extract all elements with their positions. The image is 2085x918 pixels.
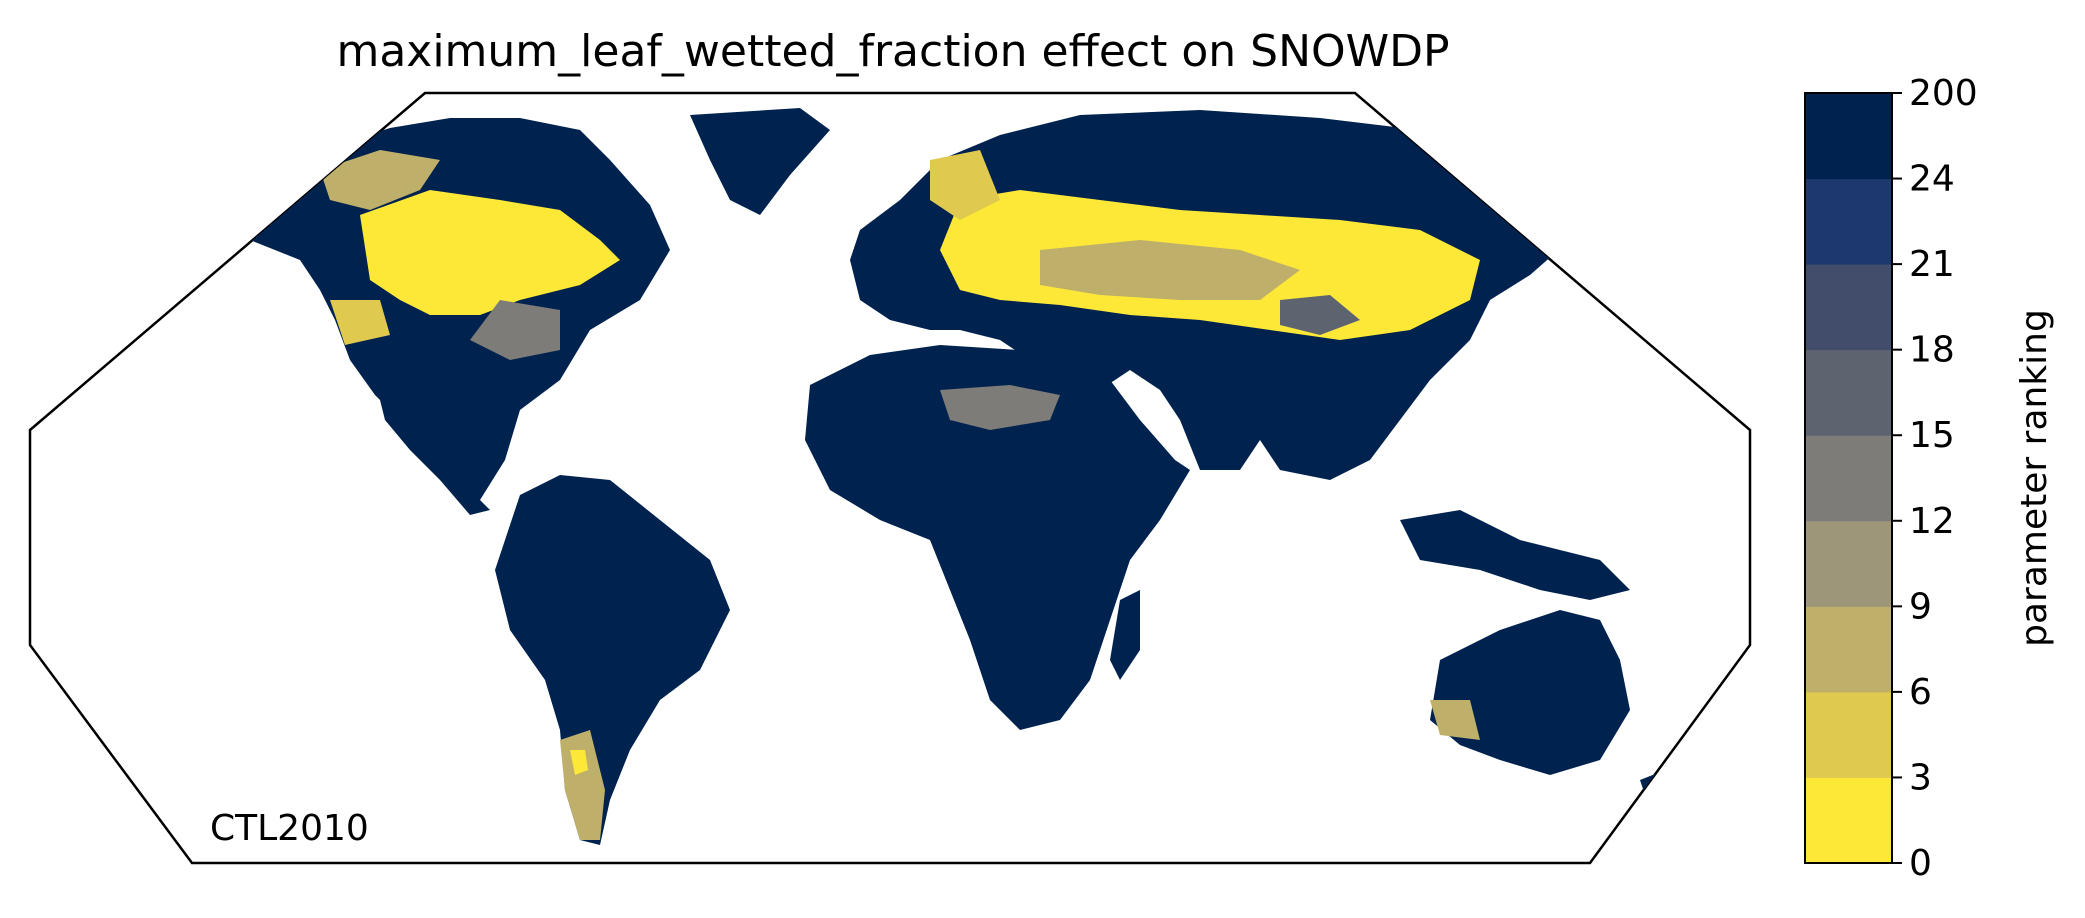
land-eurasia-grey — [1280, 295, 1360, 335]
colorbar-bin — [1805, 606, 1892, 693]
colorbar-ticks: 0 3 6 9 12 15 18 21 24 200 — [1892, 73, 1978, 884]
land-eurasia-tan — [1040, 240, 1300, 300]
land-north-america-tan — [320, 150, 440, 210]
land-europe-yellow — [930, 150, 1000, 220]
land-africa — [805, 345, 1190, 730]
map-title: maximum_leaf_wetted_fraction effect on S… — [336, 26, 1449, 77]
colorbar: 0 3 6 9 12 15 18 21 24 200 parameter ranking — [1804, 73, 2055, 884]
colorbar-tick-label: 6 — [1909, 672, 1932, 713]
colorbar-tick-label: 15 — [1909, 415, 1955, 456]
colorbar-bin — [1805, 435, 1892, 522]
colorbar-tick-label: 21 — [1909, 244, 1955, 285]
colorbar-bin — [1805, 264, 1892, 351]
colorbar-bins — [1805, 93, 1892, 864]
land-south-america — [495, 475, 730, 845]
land-greenland — [690, 108, 830, 215]
land-south-america-tip — [560, 730, 605, 840]
colorbar-tick-label: 0 — [1909, 843, 1932, 884]
land-se-asia-islands — [1400, 510, 1630, 600]
colorbar-tick-label: 9 — [1909, 586, 1932, 627]
land-australia-tan — [1430, 700, 1480, 740]
land-australia — [1430, 610, 1630, 775]
colorbar-bin — [1805, 520, 1892, 607]
land-south-america-tip-yellow — [570, 750, 588, 775]
colorbar-tick-label: 18 — [1909, 330, 1955, 371]
land-madagascar — [1110, 590, 1140, 680]
colorbar-frame — [1804, 92, 1893, 864]
map — [28, 91, 1752, 865]
land-north-america-grey — [470, 300, 560, 360]
colorbar-bin — [1805, 93, 1892, 180]
colorbar-tick-label: 24 — [1909, 159, 1955, 200]
colorbar-tick-label: 12 — [1909, 501, 1955, 542]
colorbar-bin — [1805, 349, 1892, 436]
colorbar-label: parameter ranking — [2014, 309, 2055, 647]
colorbar-bin — [1805, 777, 1892, 864]
land-africa-grey — [940, 385, 1060, 430]
land-north-america-yellow-2 — [330, 300, 390, 345]
colorbar-tick-label: 200 — [1909, 73, 1978, 114]
colorbar-bin — [1805, 691, 1892, 778]
land-layer — [215, 108, 1670, 845]
map-label: CTL2010 — [210, 808, 369, 849]
land-central-america — [380, 400, 490, 515]
colorbar-bin — [1805, 178, 1892, 265]
land-north-america-yellow — [360, 190, 620, 315]
colorbar-tick-label: 3 — [1909, 757, 1932, 798]
